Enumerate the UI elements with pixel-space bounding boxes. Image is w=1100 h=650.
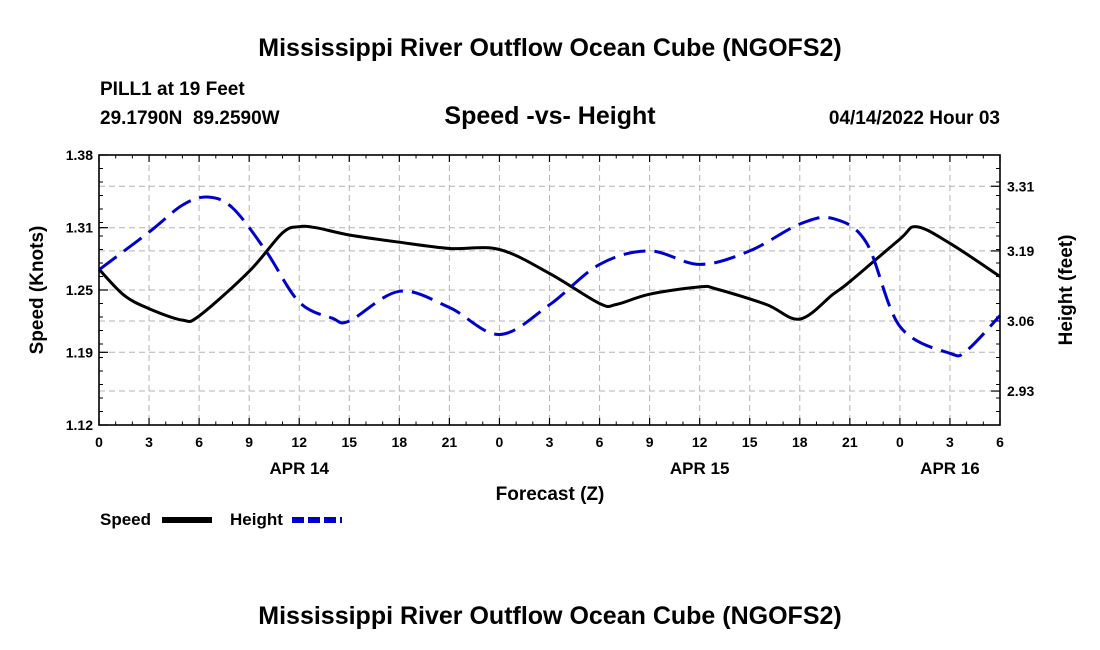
date-label: APR 16 [920, 459, 980, 478]
x-tick-label: 21 [442, 434, 458, 450]
x-tick-label: 3 [546, 434, 554, 450]
legend: Speed Height [100, 510, 342, 529]
date-label: APR 15 [670, 459, 730, 478]
x-tick-label: 9 [646, 434, 654, 450]
tick-labels: 0 3 6 9 12 15 18 21 0 3 6 9 12 15 18 21 0 3 6 APR 14 APR 15 A… [66, 147, 1035, 478]
station-label: PILL1 at 19 Feet [100, 79, 245, 100]
x-tick-label: 21 [842, 434, 858, 450]
x-tick-label: 12 [692, 434, 708, 450]
x-tick-label: 0 [896, 434, 904, 450]
x-tick-label: 3 [145, 434, 153, 450]
x-tick-label: 18 [792, 434, 808, 450]
x-tick-label: 6 [596, 434, 604, 450]
series-height-line [98, 195, 1002, 358]
y-left-tick-label: 1.31 [66, 220, 93, 236]
series-speed-line [97, 224, 1001, 324]
legend-speed-label: Speed [100, 510, 151, 529]
x-tick-label: 15 [742, 434, 758, 450]
x-tick-label: 0 [496, 434, 504, 450]
location-label: 29.1790N 89.2590W [100, 108, 280, 129]
forecast-time-label: 04/14/2022 Hour 03 [829, 108, 1000, 129]
footer-title: Mississippi River Outflow Ocean Cube (NG… [258, 602, 841, 630]
date-label: APR 14 [269, 459, 329, 478]
y-axis-left-label: Speed (Knots) [27, 226, 48, 355]
y-right-tick-label: 3.31 [1007, 178, 1034, 194]
gridlines [99, 155, 1000, 425]
x-tick-label: 6 [996, 434, 1004, 450]
chart-subtitle: Speed -vs- Height [444, 102, 656, 130]
x-tick-label: 12 [291, 434, 307, 450]
x-axis-label: Forecast (Z) [496, 484, 605, 505]
legend-height-label: Height [230, 510, 283, 529]
x-tick-label: 6 [195, 434, 203, 450]
x-tick-label: 15 [341, 434, 357, 450]
x-tick-label: 0 [95, 434, 103, 450]
y-left-tick-label: 1.38 [66, 147, 93, 163]
y-left-tick-label: 1.19 [66, 344, 93, 360]
plot-frame [98, 154, 1001, 426]
x-tick-label: 18 [392, 434, 408, 450]
data-series [97, 195, 1002, 358]
chart-title: Mississippi River Outflow Ocean Cube (NG… [258, 34, 841, 62]
y-left-tick-label: 1.12 [66, 417, 93, 433]
y-right-tick-label: 3.19 [1007, 243, 1034, 259]
x-tick-label: 3 [946, 434, 954, 450]
x-tick-label: 9 [245, 434, 253, 450]
y-axis-right-label: Height (feet) [1056, 235, 1077, 346]
y-left-tick-label: 1.25 [66, 282, 93, 298]
y-right-tick-label: 3.06 [1007, 313, 1034, 329]
y-right-tick-label: 2.93 [1007, 383, 1034, 399]
